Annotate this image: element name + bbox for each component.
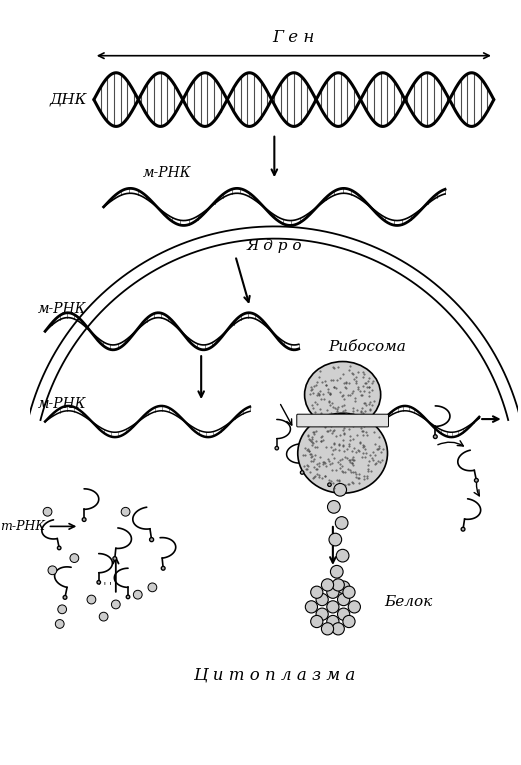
Circle shape	[475, 478, 478, 482]
Circle shape	[58, 605, 67, 614]
Circle shape	[311, 615, 323, 627]
Circle shape	[461, 527, 465, 531]
Circle shape	[63, 595, 67, 599]
Circle shape	[328, 483, 331, 487]
Circle shape	[316, 608, 328, 620]
Circle shape	[113, 557, 117, 561]
Circle shape	[336, 516, 348, 529]
Text: Белок: Белок	[384, 595, 432, 609]
Circle shape	[321, 623, 333, 635]
Circle shape	[343, 615, 355, 627]
Text: Рибосома: Рибосома	[328, 340, 406, 354]
Circle shape	[433, 435, 437, 438]
Text: т-РНК: т-РНК	[0, 520, 45, 533]
Circle shape	[275, 446, 279, 450]
Circle shape	[148, 583, 157, 592]
Text: м-РНК: м-РНК	[38, 302, 86, 317]
Circle shape	[97, 581, 101, 584]
Circle shape	[321, 579, 333, 591]
Text: Я д р о: Я д р о	[246, 239, 302, 253]
Circle shape	[332, 623, 344, 635]
Circle shape	[57, 546, 61, 550]
Circle shape	[327, 615, 339, 627]
Circle shape	[82, 518, 86, 522]
Text: Г е н: Г е н	[272, 29, 315, 46]
Circle shape	[305, 601, 317, 613]
Circle shape	[48, 566, 57, 575]
Circle shape	[330, 565, 343, 578]
Circle shape	[43, 507, 52, 516]
Circle shape	[121, 507, 130, 516]
Text: ' ' ': ' ' '	[98, 582, 111, 592]
Circle shape	[329, 533, 342, 546]
Circle shape	[133, 591, 142, 599]
Circle shape	[111, 600, 120, 609]
Circle shape	[87, 595, 96, 604]
Circle shape	[343, 586, 355, 598]
Circle shape	[332, 579, 344, 591]
Circle shape	[327, 601, 339, 613]
Circle shape	[70, 554, 79, 562]
Circle shape	[327, 586, 339, 598]
Text: ДНК: ДНК	[49, 93, 86, 106]
Circle shape	[328, 500, 340, 513]
Circle shape	[337, 581, 350, 594]
Circle shape	[300, 470, 304, 474]
Circle shape	[338, 594, 350, 606]
Circle shape	[55, 620, 64, 628]
Ellipse shape	[305, 362, 381, 428]
Circle shape	[126, 595, 130, 599]
Text: м-РНК: м-РНК	[38, 398, 86, 412]
Text: Ц и т о п л а з м а: Ц и т о п л а з м а	[193, 666, 355, 684]
Text: м-РНК: м-РНК	[143, 166, 191, 180]
Circle shape	[348, 601, 361, 613]
Circle shape	[150, 538, 154, 542]
Circle shape	[338, 608, 350, 620]
FancyBboxPatch shape	[297, 414, 389, 427]
Circle shape	[162, 566, 165, 570]
Circle shape	[316, 594, 328, 606]
Circle shape	[334, 483, 346, 496]
Ellipse shape	[298, 413, 388, 493]
Circle shape	[336, 549, 349, 562]
Circle shape	[311, 586, 323, 598]
Circle shape	[99, 612, 108, 621]
